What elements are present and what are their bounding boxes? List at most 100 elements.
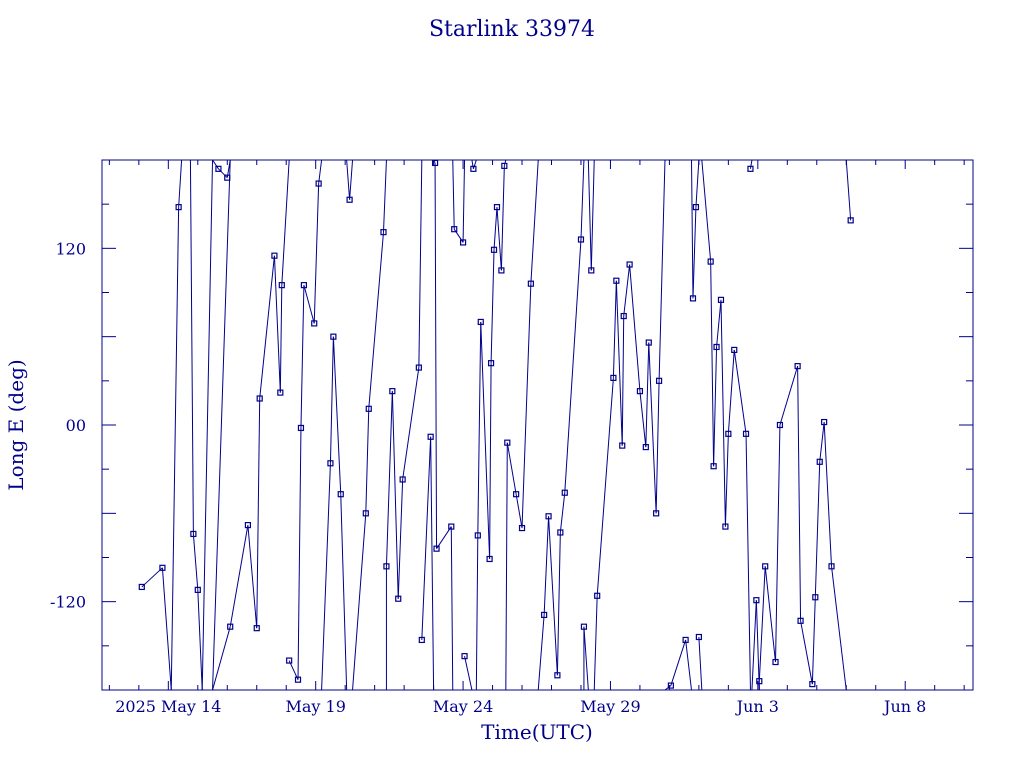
series-segment: [421, 436, 432, 640]
series-segment: [368, 232, 384, 409]
data-point: [418, 636, 425, 644]
series-segment: [192, 533, 199, 590]
data-point: [713, 343, 720, 351]
x-tick-label: 2025 May 14: [115, 697, 221, 716]
series-segment: [201, 160, 214, 690]
series-segment: [402, 367, 420, 480]
series-segment: [698, 636, 703, 690]
series-segment: [515, 494, 523, 529]
series-segment: [472, 160, 477, 169]
series-segment: [141, 567, 163, 588]
y-axis-tick-labels: 120 00 -120: [50, 239, 86, 611]
series-segment: [197, 589, 203, 690]
x-axis-ticks: [108, 160, 965, 690]
data-point: [431, 160, 439, 167]
data-point: [294, 676, 302, 683]
data-point: [433, 545, 440, 552]
data-point: [461, 653, 468, 660]
series-segment: [648, 342, 657, 514]
x-axis-tick-labels: 2025 May 14 May 19 May 24 May 29 Jun 3 Jun 8: [115, 697, 926, 716]
series-segment: [831, 566, 847, 690]
series-segment: [500, 165, 505, 271]
x-tick-label: Jun 8: [882, 697, 926, 716]
data-point: [667, 682, 674, 689]
data-point: [527, 280, 534, 287]
x-tick-label: May 24: [433, 697, 493, 716]
series-segment: [655, 380, 660, 514]
data-point: [427, 433, 434, 440]
series-segment: [745, 433, 751, 690]
data-point: [645, 339, 652, 346]
data-point: [215, 165, 222, 172]
series-segment: [800, 620, 813, 685]
series-segment: [615, 280, 623, 446]
series-segment: [229, 525, 249, 627]
data-point: [682, 636, 689, 644]
data-point: [277, 389, 284, 396]
data-point: [707, 258, 714, 265]
data-point: [501, 162, 508, 169]
data-point: [395, 595, 402, 602]
series-segment: [462, 160, 466, 243]
data-point: [642, 443, 649, 451]
series-segment: [297, 427, 302, 680]
data-point: [722, 523, 729, 530]
y-tick-label: 00: [66, 416, 86, 435]
series-segment: [580, 160, 585, 240]
y-tick-label: -120: [50, 593, 86, 612]
series-segment: [685, 639, 693, 690]
series-segment: [313, 183, 320, 324]
data-point: [311, 320, 318, 327]
data-point: [504, 439, 511, 446]
data-point: [337, 491, 344, 498]
series-segment: [496, 207, 502, 271]
y-tick-label: 120: [55, 239, 86, 258]
data-point: [227, 623, 234, 630]
data-point: [486, 555, 493, 563]
series-segment: [543, 516, 550, 615]
data-point: [710, 463, 717, 470]
data-point: [498, 267, 505, 274]
series-segment: [775, 424, 781, 663]
data-point: [477, 318, 484, 326]
series-segment: [716, 299, 722, 348]
series-segment: [724, 433, 729, 527]
data-point: [327, 460, 334, 467]
series-segment: [281, 160, 290, 286]
series-segment: [385, 391, 393, 567]
data-point: [655, 377, 663, 384]
data-point: [776, 421, 784, 429]
series-points: [138, 160, 854, 689]
data-point: [490, 246, 498, 253]
series-segment: [713, 346, 718, 467]
series-segment: [418, 160, 423, 368]
series-segment: [623, 264, 631, 317]
series-segment: [321, 463, 331, 690]
data-point: [383, 563, 390, 570]
data-point: [626, 261, 633, 268]
series-segment: [596, 377, 614, 596]
series-segment: [814, 461, 821, 598]
data-point: [557, 529, 564, 536]
data-point: [636, 388, 644, 395]
series-segment: [692, 207, 697, 299]
data-point: [809, 681, 816, 688]
series-segment: [212, 160, 219, 170]
data-point: [194, 586, 201, 593]
x-tick-label: May 19: [285, 697, 345, 716]
data-point: [812, 594, 819, 601]
data-point: [772, 658, 779, 666]
data-point: [577, 236, 585, 243]
series-segment: [346, 160, 351, 200]
y-axis-label: Long E (deg): [4, 359, 28, 490]
series-segment: [218, 168, 228, 179]
series-segment: [727, 349, 735, 434]
data-point: [725, 430, 732, 437]
series-segment: [755, 600, 760, 690]
data-point: [847, 217, 854, 224]
series-segment: [505, 442, 508, 690]
data-point: [380, 229, 387, 236]
data-point: [762, 563, 769, 570]
data-point: [756, 678, 763, 685]
